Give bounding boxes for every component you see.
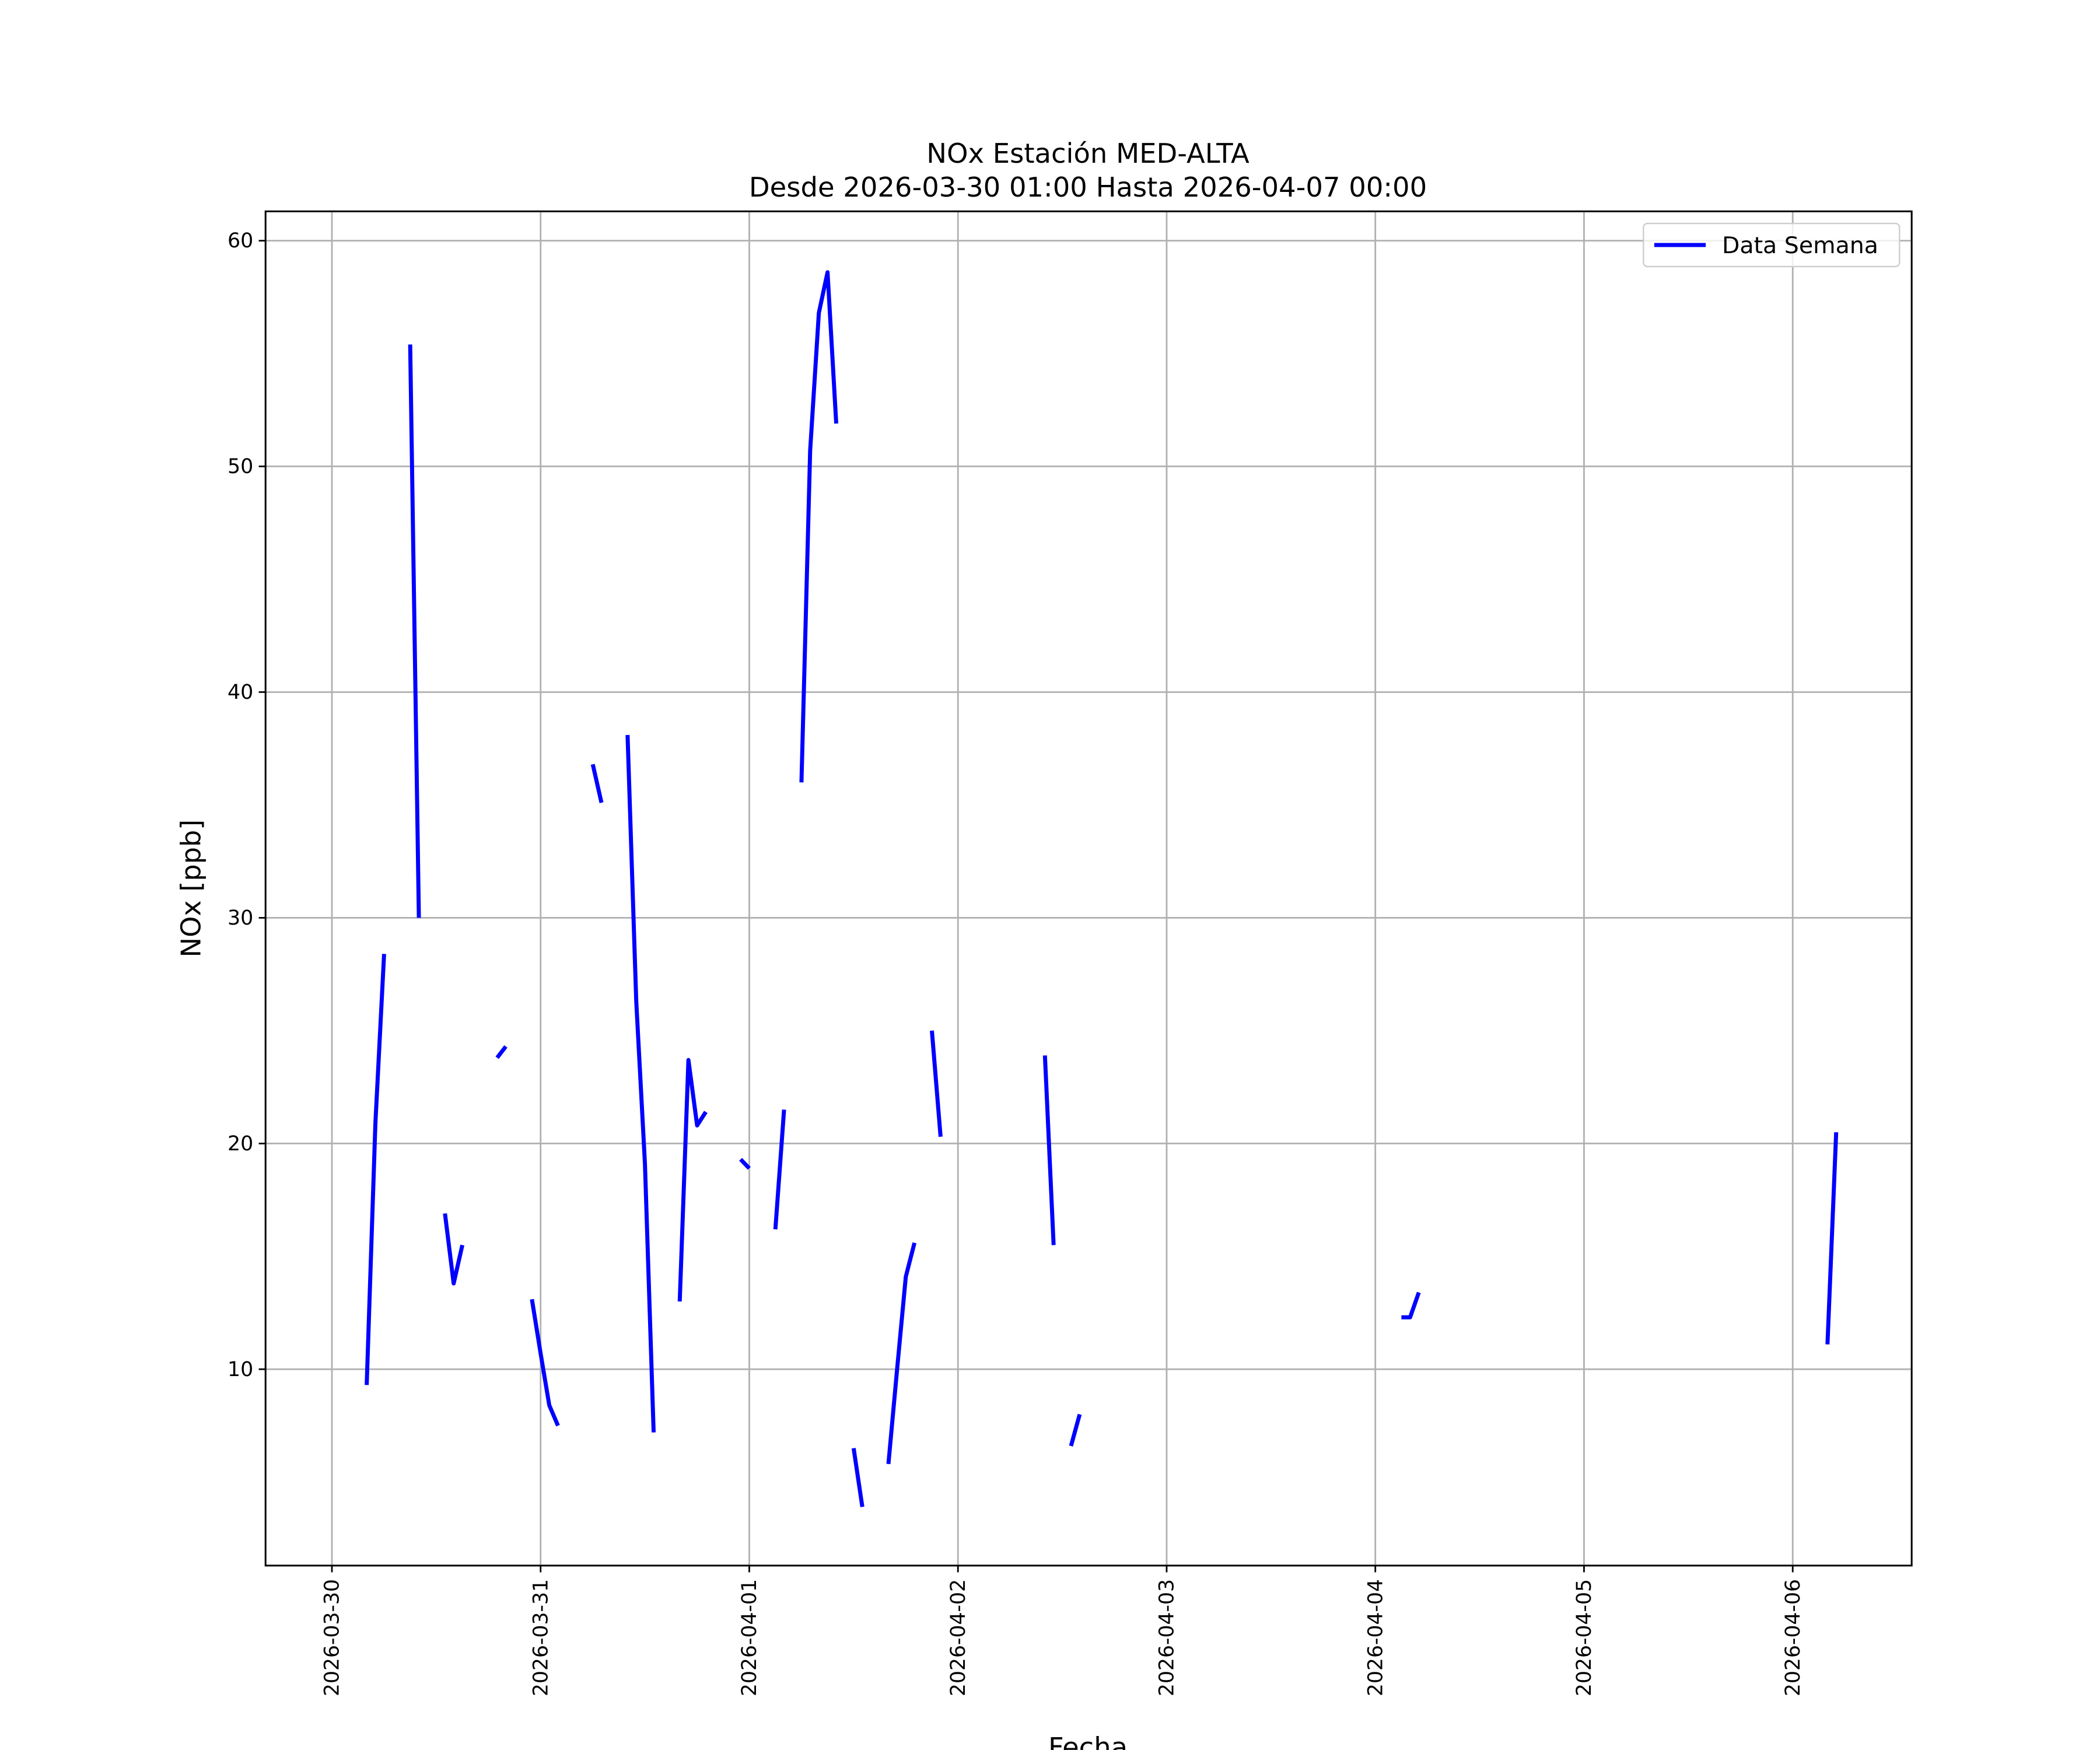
x-tick-label: 2026-03-31 [529,1579,552,1696]
plot-area [365,270,1839,1507]
chart-title: NOx Estación MED-ALTA [926,138,1250,169]
legend-box [1643,222,1901,268]
x-tick-label: 2026-04-04 [1364,1579,1387,1696]
y-tick-label: 60 [228,229,253,253]
chart-subtitle: Desde 2026-03-30 01:00 Hasta 2026-04-07 … [749,172,1427,203]
x-tick-label: 2026-04-03 [1155,1579,1178,1696]
y-axis-label: NOx [ppb] [176,820,207,958]
x-axis-label: Fecha [1048,1732,1128,1750]
x-tick-label: 2026-04-06 [1782,1579,1805,1696]
axes-frame [264,210,1913,1567]
x-tick-label: 2026-04-02 [947,1579,970,1696]
x-tick-label: 2026-04-05 [1573,1579,1596,1696]
y-tick-label: 10 [228,1358,253,1381]
y-tick-label: 20 [228,1132,253,1156]
data-line [365,270,1839,1507]
grid [265,211,1912,1566]
x-tick-label: 2026-04-01 [738,1579,761,1696]
legend: Data Semana [1643,222,1901,268]
y-tick-label: 50 [228,455,253,478]
x-tick-label: 2026-03-30 [321,1579,344,1696]
legend-label: Data Semana [1722,232,1878,259]
ticks: 10 20 30 40 50 60 2026-03-30 2026-03-31 2026-04-… [228,229,1805,1696]
y-tick-label: 30 [228,907,253,930]
y-tick-label: 40 [228,681,253,704]
